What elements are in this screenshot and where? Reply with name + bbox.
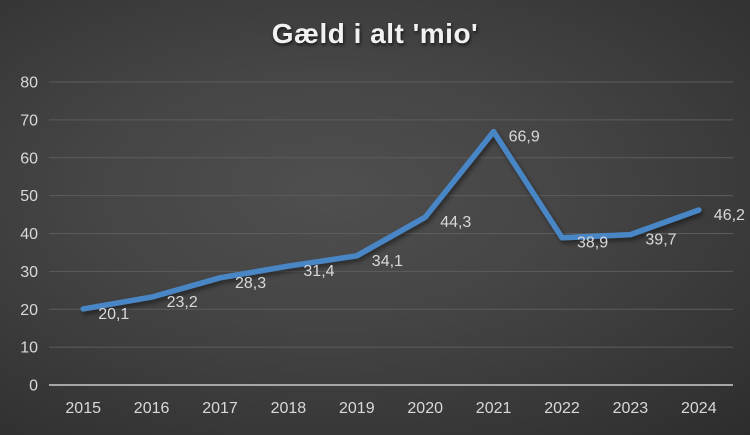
data-label: 28,3 <box>235 275 266 292</box>
x-tick-label: 2017 <box>202 400 238 417</box>
y-tick-label: 80 <box>20 75 38 92</box>
x-tick-label: 2019 <box>339 400 375 417</box>
x-tick-label: 2015 <box>65 400 101 417</box>
data-label: 34,1 <box>372 253 403 270</box>
data-series-line <box>80 128 702 312</box>
x-tick-label: 2023 <box>613 400 649 417</box>
data-label: 31,4 <box>303 263 334 280</box>
x-tick-label: 2018 <box>271 400 307 417</box>
x-tick-label: 2024 <box>681 400 717 417</box>
y-tick-label: 70 <box>20 112 38 129</box>
y-tick-label: 20 <box>20 302 38 319</box>
data-label: 23,2 <box>167 294 198 311</box>
y-tick-label: 10 <box>20 340 38 357</box>
data-label: 38,9 <box>577 235 608 252</box>
y-tick-label: 0 <box>29 378 38 395</box>
x-tick-label: 2021 <box>476 400 512 417</box>
data-label: 46,2 <box>714 207 745 224</box>
y-tick-label: 40 <box>20 226 38 243</box>
x-tick-label: 2016 <box>134 400 170 417</box>
y-tick-label: 30 <box>20 264 38 281</box>
x-tick-label: 2020 <box>407 400 443 417</box>
data-label: 20,1 <box>98 306 129 323</box>
y-tick-label: 60 <box>20 150 38 167</box>
data-label: 66,9 <box>509 129 540 146</box>
data-label: 44,3 <box>440 214 471 231</box>
data-label: 39,7 <box>645 232 676 249</box>
y-tick-label: 50 <box>20 188 38 205</box>
chart-title: Gæld i alt 'mio' <box>271 18 479 49</box>
x-tick-label: 2022 <box>544 400 580 417</box>
